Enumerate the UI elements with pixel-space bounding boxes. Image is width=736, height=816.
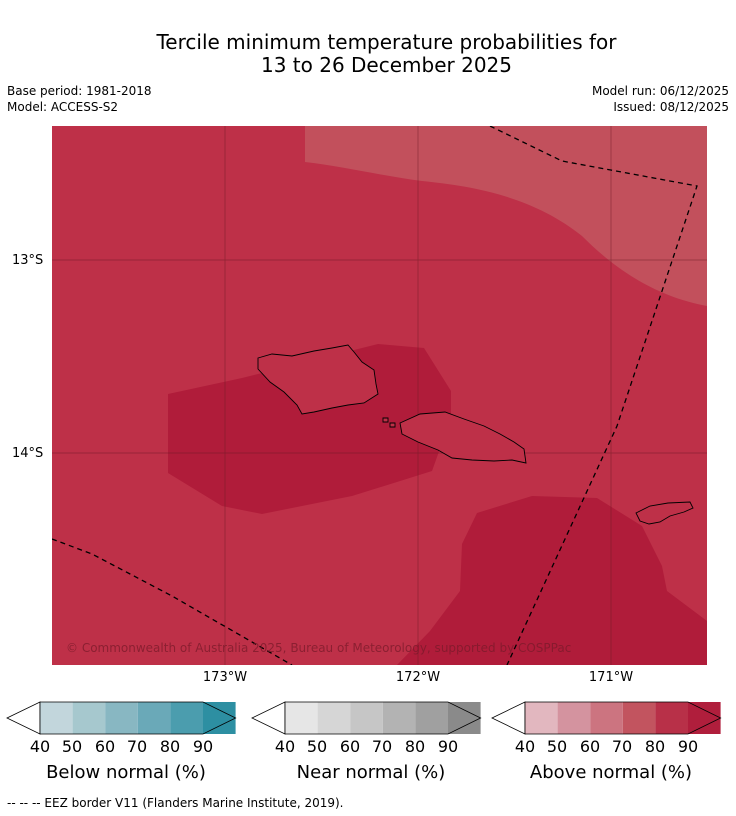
colorbar-swatch [655,702,688,734]
zone-90-southeast [397,496,707,665]
lon-label-173w: 173°W [202,670,248,685]
tick: 60 [339,737,361,756]
meta-left: Base period: 1981-2018 Model: ACCESS-S2 [7,83,152,115]
colorbar-below-normal: 40 50 60 70 80 90 Below normal (%) [6,701,246,791]
tick: 90 [677,737,699,756]
title-line-1: Tercile minimum temperature probabilitie… [156,30,617,54]
colorbar-swatch [525,702,558,734]
model-run: Model run: 06/12/2025 [591,84,729,98]
upolu-island [399,411,527,464]
lon-label-171w: 171°W [588,670,634,685]
colorbar-above-swatches [491,701,722,735]
map-panel [52,126,707,665]
title-line-2: 13 to 26 December 2025 [260,53,512,77]
colorbar-outline [39,701,237,735]
meta-right: Model run: 06/12/2025 Issued: 08/12/2025 [592,83,729,115]
colorbar-outline [284,701,482,735]
colorbar-swatch [382,702,416,734]
colorbar-label: Near normal (%) [296,762,446,783]
colorbar-over-arrow [688,702,721,734]
lat-label-13s: 13°S [12,253,44,268]
eez-border [52,126,698,665]
colorbar-swatch [557,702,591,734]
colorbar-swatch [590,702,623,734]
colorbar-swatch [622,702,656,734]
issued-date: Issued: 08/12/2025 [613,100,729,114]
base-period: Base period: 1981-2018 [7,84,152,98]
zone-70 [305,126,707,306]
tick: 80 [404,737,426,756]
colorbar-swatch [105,702,138,734]
tick: 40 [514,737,536,756]
tutuila-island [635,501,694,525]
tick: 50 [306,737,328,756]
tick: 50 [546,737,568,756]
tick: 90 [437,737,459,756]
tick: 60 [579,737,601,756]
colorbar-swatch [170,702,203,734]
lon-label-172w: 172°W [395,670,441,685]
copyright-notice: © Commonwealth of Australia 2025, Bureau… [66,641,572,655]
colorbar-swatch [285,702,318,734]
colorbar-label: Above normal (%) [529,762,693,783]
colorbar-label: Below normal (%) [46,762,206,783]
manono-islet [389,422,396,428]
colorbar-under-arrow [251,701,286,735]
colorbar-near-swatches [251,701,482,735]
eez-footnote: -- -- -- EEZ border V11 (Flanders Marine… [7,796,344,810]
tick: 40 [274,737,296,756]
apolima-islet [382,417,389,423]
colorbar-swatch [317,702,351,734]
colorbar-swatch [415,702,448,734]
colorbar-outline [524,701,722,735]
gridlines [52,126,707,665]
tick: 60 [94,737,116,756]
tick: 90 [192,737,214,756]
tick: 70 [611,737,633,756]
tick: 70 [126,737,148,756]
islands [257,344,694,525]
colorbar-under-arrow [6,701,41,735]
colorbar-swatch [350,702,383,734]
tick: 80 [159,737,181,756]
savaii-island [257,344,379,415]
colorbar-swatch [72,702,106,734]
colorbar-under-arrow [491,701,526,735]
colorbar-over-arrow [448,702,481,734]
chart-title: Tercile minimum temperature probabilitie… [0,31,736,77]
colorbar-near-normal: 40 50 60 70 80 90 Near normal (%) [251,701,491,791]
tick: 50 [61,737,83,756]
tick: 70 [371,737,393,756]
model-name: Model: ACCESS-S2 [7,100,119,114]
colorbar-over-arrow [203,702,236,734]
tick: 80 [644,737,666,756]
zone-90-west [168,344,451,514]
colorbar-below-swatches [6,701,237,735]
colorbar-above-normal: 40 50 60 70 80 90 Above normal (%) [491,701,731,791]
colorbar-swatch [137,702,171,734]
colorbar-swatch [40,702,73,734]
tick: 40 [29,737,51,756]
lat-label-14s: 14°S [12,446,44,461]
